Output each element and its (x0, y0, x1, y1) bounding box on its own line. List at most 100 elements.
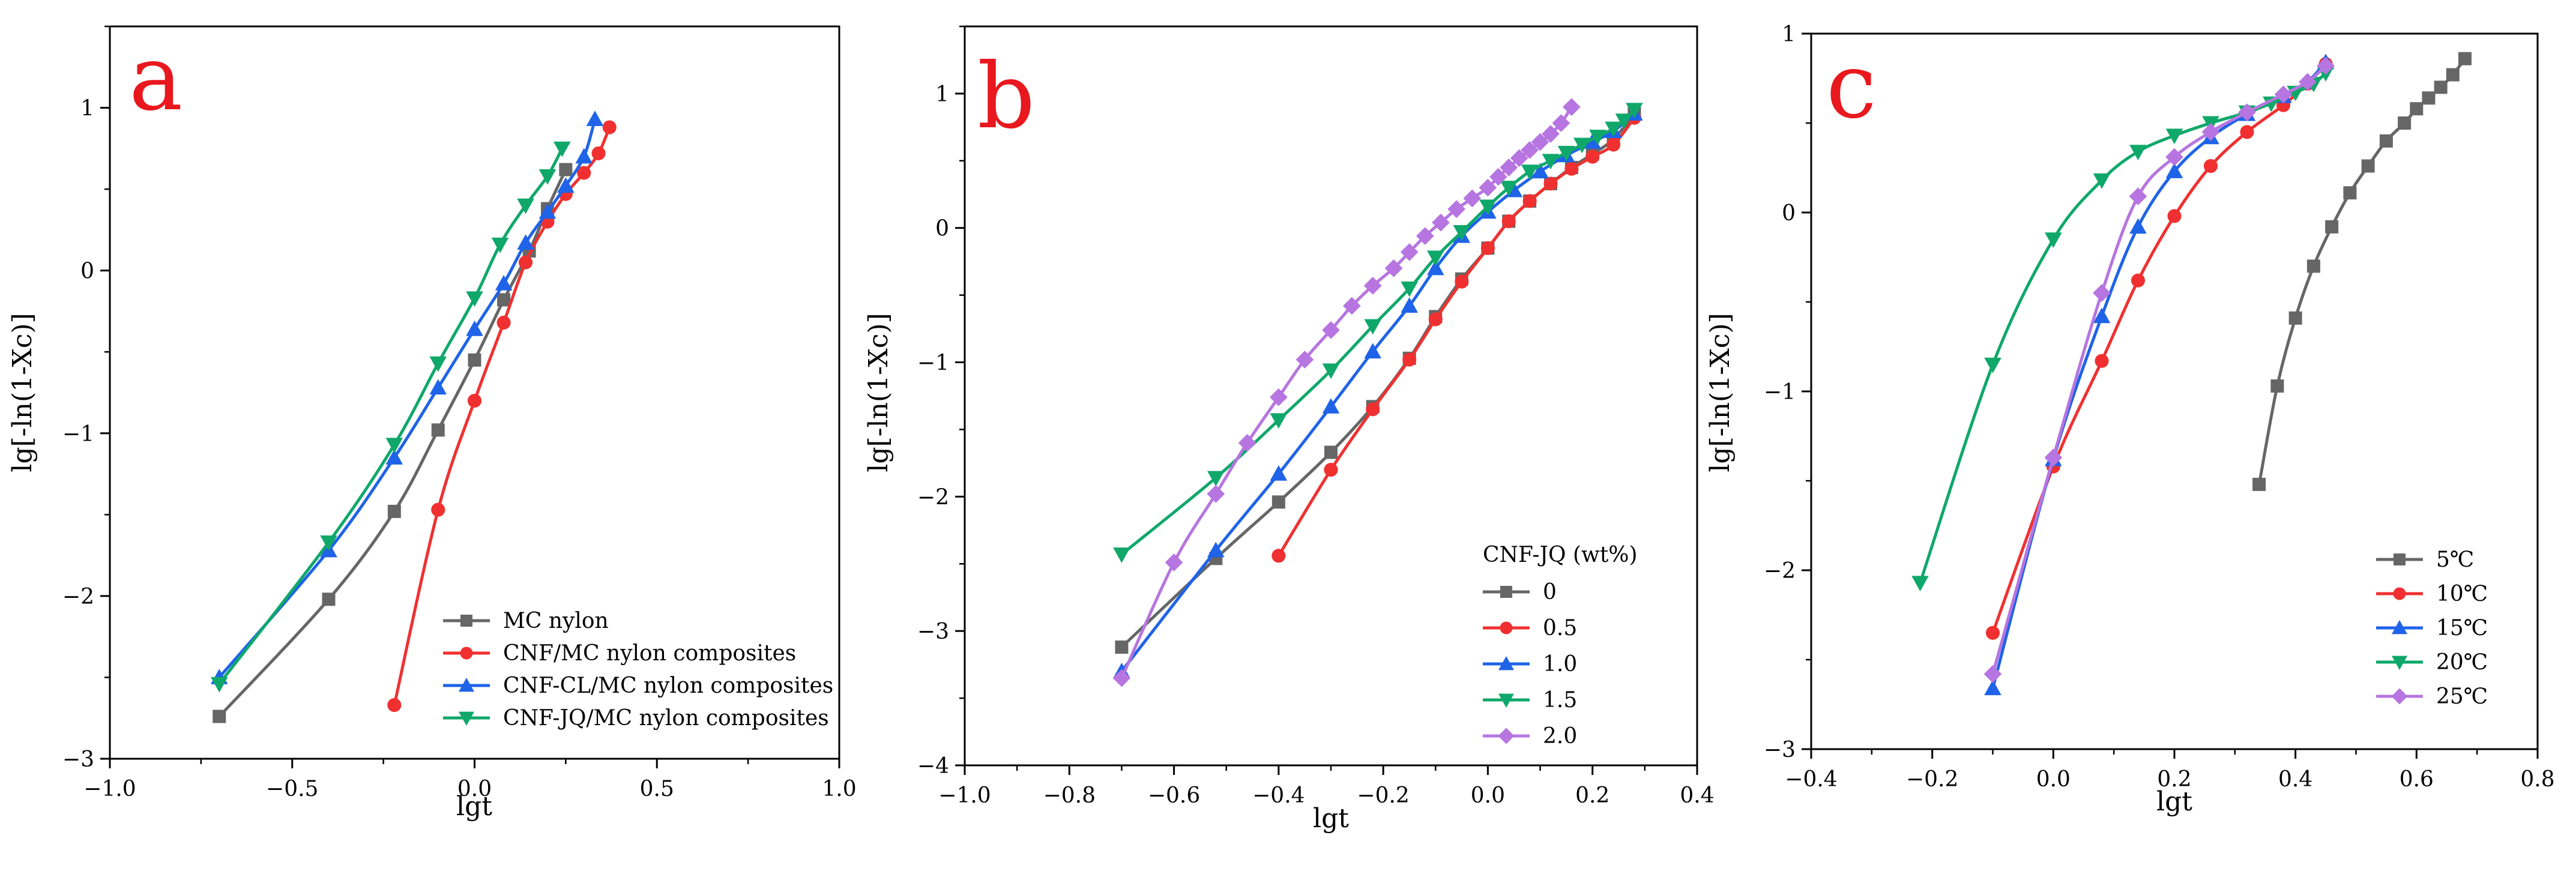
legend-item: 10℃ (2376, 582, 2488, 606)
data-point (1363, 277, 1382, 295)
legend-item: CNF-CL/MC nylon composites (443, 674, 833, 698)
data-point (1271, 495, 1285, 509)
y-tick-label: −3 (62, 747, 94, 772)
data-point (1270, 388, 1288, 406)
data-point (1585, 149, 1600, 164)
chart-panel-c: −0.4 −0.2 0.0 0.2 0.4 0.6 0.8 −3 −2 −1 0 1 lgt lg[-ln… (1705, 22, 2555, 817)
data-point (1501, 214, 1516, 229)
legend-label: 0 (1543, 580, 1557, 604)
data-point (2129, 218, 2147, 234)
data-point (213, 710, 226, 723)
series-3 (1911, 66, 2335, 592)
data-point (577, 166, 591, 180)
data-point (1384, 259, 1403, 277)
data-point (591, 146, 606, 161)
data-point (1428, 312, 1443, 327)
legend-label: MC nylon (503, 609, 609, 633)
data-point (1401, 297, 1419, 313)
data-point (1270, 465, 1288, 481)
x-tick-label: 0.0 (2036, 767, 2071, 792)
y-tick-label: 0 (80, 259, 94, 284)
legend-marker (2393, 587, 2406, 600)
data-point (495, 275, 513, 291)
legend-label: CNF/MC nylon composites (503, 641, 796, 666)
data-point (2306, 259, 2320, 273)
data-point (1402, 352, 1417, 367)
x-tick-label: 0.4 (1680, 783, 1714, 808)
y-axis-label: lg[-ln(1-Xc)] (7, 313, 38, 472)
y-tick-label: −1 (1764, 380, 1796, 405)
data-point (1165, 553, 1183, 571)
x-tick-label: 0.2 (1575, 783, 1609, 808)
data-point (387, 504, 401, 518)
data-point (1324, 445, 1338, 459)
data-point (1573, 137, 1591, 154)
data-point (2379, 134, 2393, 148)
data-point (2165, 128, 2183, 145)
data-point (1615, 113, 1633, 129)
series-4 (1983, 56, 2335, 683)
data-point (1489, 167, 1507, 186)
series-line (2257, 58, 2467, 485)
x-tick-label: −0.8 (1043, 783, 1096, 808)
series-line (1120, 112, 1636, 672)
data-point (1626, 103, 1643, 119)
data-point (2201, 123, 2220, 141)
data-point (2093, 307, 2111, 324)
data-point (2288, 311, 2302, 325)
data-point (557, 177, 575, 193)
series-4 (1112, 98, 1581, 687)
data-point (1207, 471, 1225, 487)
legend-marker (2391, 688, 2408, 705)
data-point (1542, 154, 1560, 170)
data-point (1238, 433, 1256, 452)
data-point (1343, 297, 1361, 315)
data-point (1606, 137, 1621, 152)
x-axis-label: lgt (456, 791, 492, 822)
data-point (1364, 319, 1382, 335)
data-point (1552, 114, 1570, 132)
legend-label: 5℃ (2436, 547, 2474, 572)
legend-label: 2.0 (1543, 724, 1577, 749)
data-point (1364, 343, 1382, 359)
data-point (1207, 485, 1225, 503)
legend-item: 25℃ (2376, 684, 2488, 709)
legend-label: CNF-CL/MC nylon composites (503, 674, 833, 698)
legend-item: MC nylon (443, 609, 609, 633)
data-point (1984, 680, 2001, 696)
y-tick-label: −4 (917, 754, 949, 779)
x-tick-label: 1.0 (822, 777, 856, 801)
data-point (517, 198, 534, 214)
data-point (2410, 102, 2424, 116)
data-point (602, 120, 617, 134)
data-point (1984, 357, 2001, 373)
legend-item: 0.5 (1483, 616, 1577, 640)
data-point (491, 237, 509, 253)
series-line (218, 148, 564, 685)
data-point (1584, 133, 1602, 149)
x-tick-label: 0.5 (640, 777, 674, 801)
data-point (538, 169, 557, 185)
legend-item: 0 (1483, 580, 1557, 604)
data-point (1510, 149, 1528, 167)
x-tick-label: −0.4 (1252, 783, 1305, 808)
data-point (387, 698, 402, 713)
data-point (466, 291, 483, 307)
series-2 (1113, 105, 1643, 678)
data-point (1453, 225, 1471, 241)
data-point (1455, 274, 1469, 289)
data-point (2422, 91, 2436, 105)
data-point (1531, 163, 1549, 179)
data-point (2240, 125, 2254, 139)
data-point (519, 255, 533, 270)
data-point (1426, 250, 1444, 267)
data-point (1322, 398, 1340, 414)
legend-item: 15℃ (2376, 616, 2488, 640)
legend-marker (460, 615, 472, 627)
data-point (1521, 164, 1539, 181)
x-tick-label: −0.5 (266, 777, 318, 801)
x-tick-label: −0.4 (1785, 767, 1837, 792)
y-tick-label: −1 (917, 351, 949, 376)
data-point (468, 353, 481, 367)
legend-marker (2394, 553, 2406, 565)
